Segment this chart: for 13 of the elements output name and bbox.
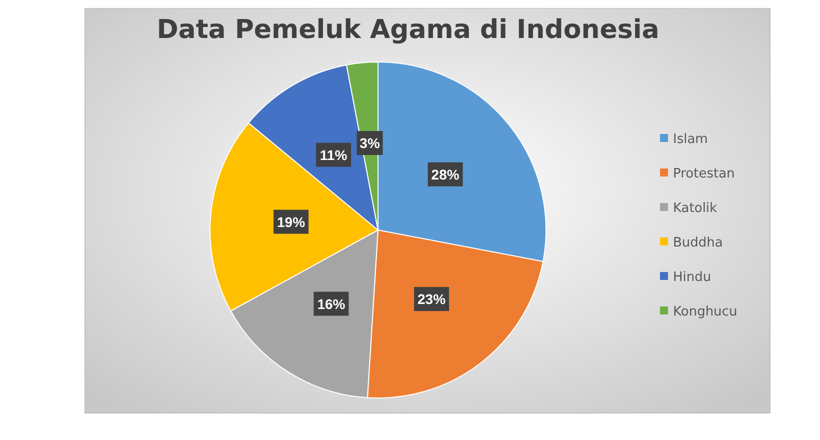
chart-title: Data Pemeluk Agama di Indonesia — [156, 15, 660, 45]
data-label: 16% — [317, 296, 346, 312]
legend-label: Protestan — [673, 166, 735, 182]
legend-label: Buddha — [673, 236, 723, 250]
data-label: 23% — [418, 291, 446, 308]
data-label: 19% — [277, 214, 306, 230]
data-label: 11% — [320, 146, 348, 163]
legend-label: Katolik — [673, 201, 718, 216]
legend-label: Islam — [673, 132, 708, 147]
legend-label: Hindu — [673, 270, 712, 285]
data-label: 3% — [360, 135, 380, 152]
data-label: 28% — [431, 166, 460, 182]
legend-label: Konghucu — [673, 304, 738, 320]
